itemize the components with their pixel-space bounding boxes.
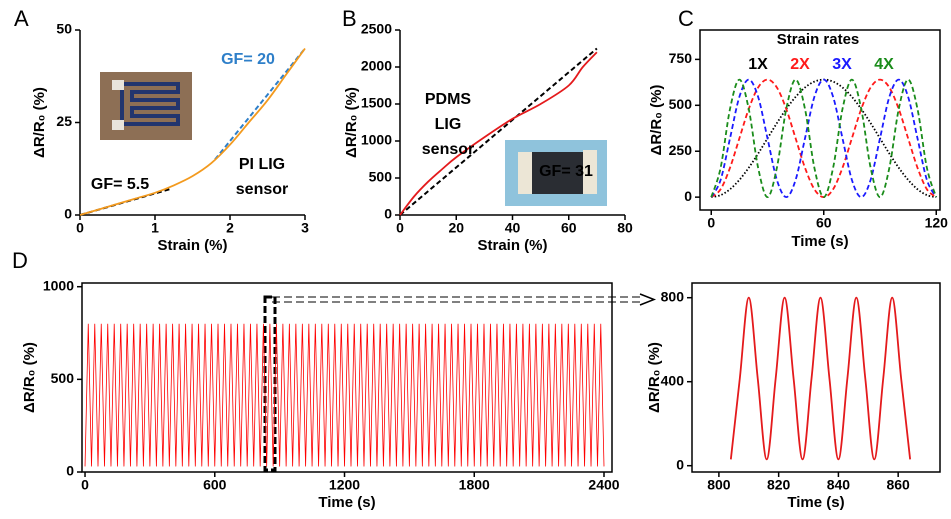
annotation: PI LIG xyxy=(239,156,285,173)
data-line xyxy=(84,323,605,467)
x-axis-label: Time (s) xyxy=(787,494,844,511)
contact xyxy=(583,150,597,194)
x-tick-label: 860 xyxy=(886,477,910,493)
y-axis-label: ΔR/R₀ (%) xyxy=(31,87,48,158)
y-tick-label: 0 xyxy=(64,206,72,222)
y-tick-label: 50 xyxy=(56,21,72,37)
inset-photo-a xyxy=(100,72,192,140)
x-tick-label: 120 xyxy=(925,215,949,231)
legend-label: 3X xyxy=(832,56,852,73)
y-tick-label: 500 xyxy=(51,370,75,386)
y-tick-label: 2500 xyxy=(361,21,392,37)
x-axis-label: Strain (%) xyxy=(477,237,547,254)
legend-label: 4X xyxy=(874,56,894,73)
data-line xyxy=(399,47,598,216)
annotation: GF= 31 xyxy=(539,163,593,180)
y-axis-label: ΔR/R₀ (%) xyxy=(648,85,665,156)
panel-letter: D xyxy=(12,248,28,273)
data-line xyxy=(399,51,598,216)
panel-letter: B xyxy=(342,6,357,31)
panel: 0 20 40 60 80 0 500 1000 1500 2000 2500 Strain (%) Δ… xyxy=(342,6,633,254)
x-tick-label: 1 xyxy=(151,220,159,236)
y-tick-label: 0 xyxy=(384,206,392,222)
x-tick-label: 60 xyxy=(561,220,577,236)
data-line xyxy=(729,296,912,461)
annotation: sensor xyxy=(236,181,288,198)
panel-letter: C xyxy=(678,6,694,31)
x-tick-label: 0 xyxy=(396,220,404,236)
panel: 800 820 840 860 0 400 800 Time (s) ΔR/R₀ (%) xyxy=(646,282,941,511)
y-tick-label: 0 xyxy=(684,188,692,204)
contact xyxy=(518,152,532,194)
legend-title: Strain rates xyxy=(777,31,860,48)
plot-frame xyxy=(699,29,941,211)
y-axis-label: ΔR/R₀ (%) xyxy=(646,342,663,413)
x-tick-label: 800 xyxy=(707,477,731,493)
x-tick-label: 0 xyxy=(76,220,84,236)
y-tick-label: 1000 xyxy=(43,277,74,293)
y-tick-label: 0 xyxy=(676,456,684,472)
x-tick-label: 600 xyxy=(203,477,227,493)
x-tick-label: 60 xyxy=(816,215,832,231)
contact xyxy=(112,80,124,90)
x-tick-label: 2 xyxy=(226,220,234,236)
x-tick-label: 840 xyxy=(827,477,851,493)
y-tick-label: 1500 xyxy=(361,95,392,111)
x-tick-label: 0 xyxy=(81,477,89,493)
annotation: LIG xyxy=(435,116,462,133)
contact xyxy=(112,120,124,130)
zoom-arrow xyxy=(639,293,657,306)
data-line xyxy=(710,78,938,199)
y-tick-label: 25 xyxy=(56,113,72,129)
x-tick-label: 820 xyxy=(767,477,791,493)
plot-frame xyxy=(691,282,941,473)
y-tick-label: 1000 xyxy=(361,132,392,148)
x-tick-label: 0 xyxy=(707,215,715,231)
plot-frame xyxy=(81,282,613,473)
y-tick-label: 750 xyxy=(669,50,693,66)
x-tick-label: 2400 xyxy=(588,477,619,493)
y-tick-label: 500 xyxy=(669,96,693,112)
annotation: GF= 5.5 xyxy=(91,176,149,193)
y-axis-label: ΔR/R₀ (%) xyxy=(21,342,38,413)
legend-label: 1X xyxy=(748,56,768,73)
x-tick-label: 20 xyxy=(448,220,464,236)
data-line xyxy=(710,78,937,199)
panel: 0 600 1200 1800 2400 0 500 1000 Time (s) ΔR/R₀ (%… xyxy=(12,248,620,511)
data-line xyxy=(79,47,306,216)
data-line xyxy=(711,78,937,199)
x-tick-label: 1800 xyxy=(459,477,490,493)
x-axis-label: Time (s) xyxy=(318,494,375,511)
legend-label: 2X xyxy=(790,56,810,73)
data-line xyxy=(710,78,938,199)
y-tick-label: 2000 xyxy=(361,58,392,74)
annotation: PDMS xyxy=(425,91,472,108)
y-tick-label: 400 xyxy=(661,372,685,388)
x-tick-label: 80 xyxy=(617,220,633,236)
y-tick-label: 0 xyxy=(66,463,74,479)
lig-film xyxy=(530,152,585,194)
x-tick-label: 3 xyxy=(301,220,309,236)
panel-letter: A xyxy=(14,6,29,31)
x-tick-label: 40 xyxy=(505,220,521,236)
inset-photo-b xyxy=(505,140,607,206)
panel: 0 60 120 0 250 500 750 Time (s) ΔR/R₀ (%) C Strain… xyxy=(648,6,948,250)
y-tick-label: 500 xyxy=(369,169,393,185)
annotation: GF= 20 xyxy=(221,51,275,68)
x-axis-label: Time (s) xyxy=(791,233,848,250)
y-axis-label: ΔR/R₀ (%) xyxy=(343,87,360,158)
y-tick-label: 250 xyxy=(669,142,693,158)
x-axis-label: Strain (%) xyxy=(157,237,227,254)
panel: 0 1 2 3 0 25 50 Strain (%) ΔR/R₀ (%) A GF= 20 GF= 5… xyxy=(14,6,309,254)
electrode xyxy=(120,82,180,126)
y-tick-label: 800 xyxy=(661,288,685,304)
annotation: sensor xyxy=(422,141,474,158)
x-tick-label: 1200 xyxy=(329,477,360,493)
